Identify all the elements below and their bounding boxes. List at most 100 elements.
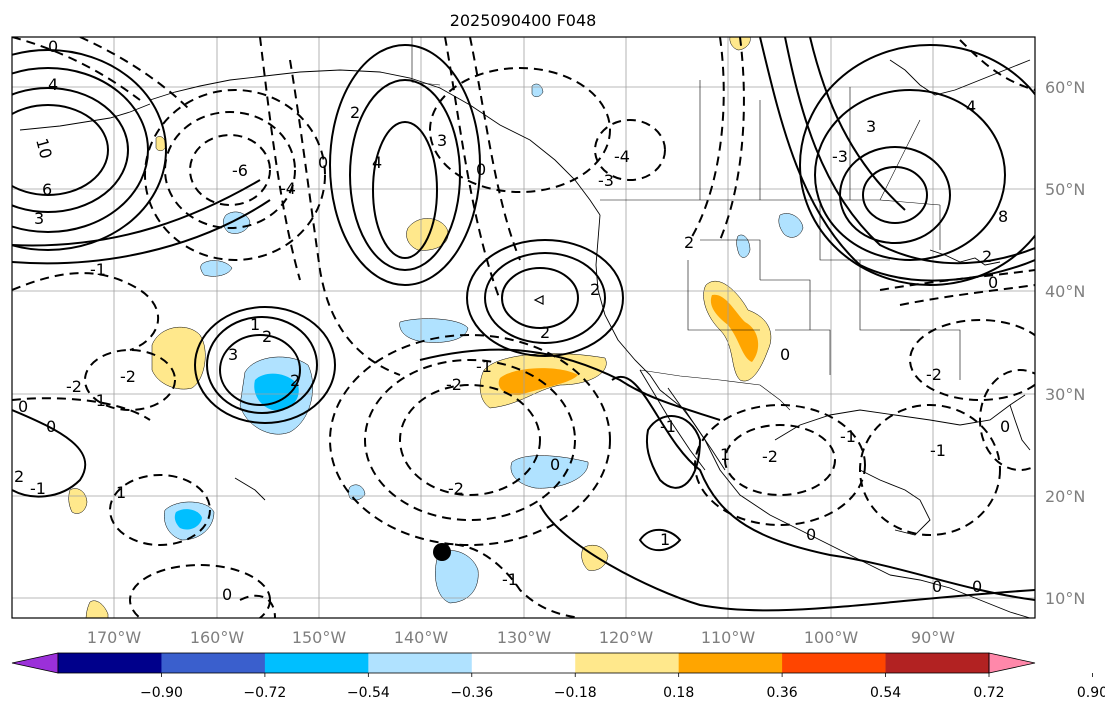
contour-line <box>694 404 866 526</box>
contour-label: 2 <box>262 327 272 346</box>
contour-line <box>144 89 326 261</box>
negative-anomaly-area <box>435 550 479 604</box>
gulf-coast <box>774 394 1026 441</box>
contour-label: -3 <box>832 147 848 166</box>
contour-line <box>784 37 1035 265</box>
contour-label: 0 <box>46 417 56 436</box>
contour-label: 3 <box>34 209 44 228</box>
contour-line <box>12 199 271 265</box>
us-canada-border <box>600 199 941 206</box>
contour-label: 6 <box>42 180 52 199</box>
province-border <box>879 119 921 201</box>
contour-line <box>501 267 579 329</box>
contour-line <box>84 349 176 411</box>
positive-anomaly-core <box>498 368 578 396</box>
colorbar-tick-label: −0.72 <box>243 685 286 701</box>
contour-line <box>862 166 928 224</box>
colorbar-tick-label: 0.72 <box>973 685 1004 701</box>
colorbar-tick-label: 0.90 <box>1077 685 1105 701</box>
positive-anomaly-core <box>710 294 759 362</box>
contour-line <box>879 269 1035 291</box>
alaska-canada-border <box>411 37 441 86</box>
lat-label: 40°N <box>1045 282 1085 301</box>
negative-anomaly-area <box>510 455 589 489</box>
colorbar-extend-high <box>988 652 1036 674</box>
contour-line <box>329 44 481 286</box>
contour-line <box>12 37 141 101</box>
contour-label: -1 <box>840 427 856 446</box>
contour-label: 0 <box>318 153 328 172</box>
contour-line <box>206 316 318 414</box>
contour-line <box>689 37 725 241</box>
contour-label: 0 <box>550 455 560 474</box>
contour-label: -2 <box>448 479 464 498</box>
colorbar-extend-low <box>11 652 59 674</box>
contour-line <box>909 319 1035 401</box>
contour-label: 3 <box>228 345 238 364</box>
contour-label: 2 <box>590 280 600 299</box>
contour-line <box>466 239 624 357</box>
florida <box>1009 404 1031 451</box>
contour-label: -1 <box>502 570 518 589</box>
state-border <box>700 239 761 280</box>
contour-label: 0 <box>48 37 58 56</box>
contour-label: -1 <box>476 357 492 376</box>
colorbar-tick-label: −0.54 <box>347 685 390 701</box>
lon-label: 120°W <box>599 628 654 647</box>
contour-label: -2 <box>446 375 462 394</box>
contour-line <box>194 306 336 424</box>
colorbar-segment <box>575 653 680 673</box>
contour-line <box>164 111 296 229</box>
contour-line <box>419 348 721 421</box>
political-borders <box>411 37 961 411</box>
contour-label: 2 <box>350 103 360 122</box>
contour-label: 3 <box>437 131 447 150</box>
contour-line <box>611 376 1035 601</box>
latitude-labels: 60°N 50°N 40°N 30°N 20°N 10°N <box>1045 78 1085 608</box>
contour-line <box>899 284 1035 306</box>
lat-label: 60°N <box>1045 78 1085 97</box>
contour-line <box>809 37 906 211</box>
positive-anomaly-area <box>151 326 206 390</box>
lon-label: 110°W <box>701 628 756 647</box>
lat-label: 30°N <box>1045 385 1085 404</box>
contour-label: -2 <box>926 365 942 384</box>
contour-line <box>979 369 1035 471</box>
contour-line <box>429 67 611 193</box>
contour-label: 0 <box>972 577 982 596</box>
contour-label: 1 <box>116 483 126 502</box>
contour-label: -4 <box>280 179 296 198</box>
positive-contours <box>12 37 1035 612</box>
contour-line <box>239 594 276 618</box>
contour-label: -2 <box>762 447 778 466</box>
contour-line <box>79 37 191 111</box>
coastlines <box>19 59 1031 618</box>
colorbar-segment <box>782 653 887 673</box>
negative-anomaly-area <box>736 234 751 258</box>
state-border <box>900 329 961 380</box>
positive-anomaly-area <box>406 218 449 251</box>
contour-line <box>799 44 1035 286</box>
contour-line <box>259 37 301 281</box>
state-border <box>775 329 831 375</box>
contour-line <box>539 504 1035 612</box>
hudson-bay-coast <box>889 59 1031 96</box>
contour-line <box>724 424 836 496</box>
contour-label: 1 <box>720 445 730 464</box>
contour-label: 0 <box>932 577 942 596</box>
contour-label: -1 <box>660 417 676 436</box>
lon-label: 100°W <box>804 628 859 647</box>
contour-label: 3 <box>866 117 876 136</box>
contour-line <box>638 528 682 552</box>
negative-anomaly-core <box>254 373 299 411</box>
contour-label: 2 <box>684 233 694 252</box>
yucatan <box>859 469 931 536</box>
contour-label: 0 <box>18 397 28 416</box>
lat-label: 20°N <box>1045 487 1085 506</box>
contour-line <box>814 89 1006 261</box>
contour-label: 4 <box>966 97 976 116</box>
contour-label: 0 <box>780 345 790 364</box>
alaska-coast <box>149 69 601 216</box>
lon-label: 140°W <box>394 628 449 647</box>
positive-anomaly-area <box>85 600 109 618</box>
